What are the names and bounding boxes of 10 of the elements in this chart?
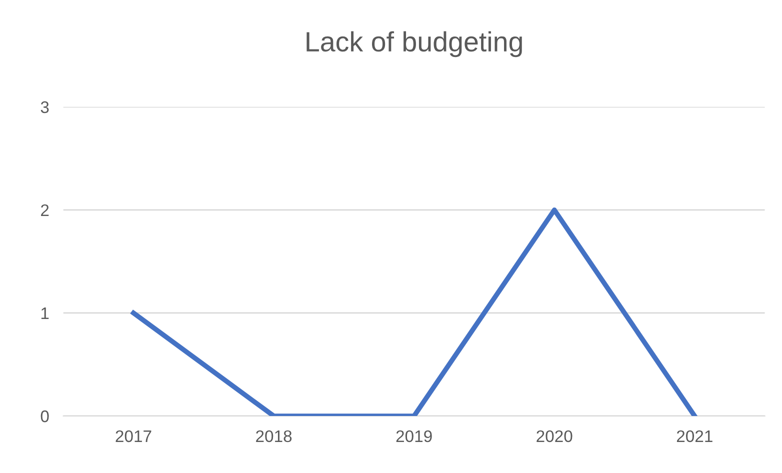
x-tick-label: 2021 — [676, 430, 712, 442]
y-tick-label: 0 — [40, 410, 49, 422]
x-tick-label: 2017 — [116, 430, 152, 442]
x-tick-label: 2019 — [396, 430, 432, 442]
y-tick-label: 2 — [41, 204, 49, 216]
y-tick-label: 1 — [41, 308, 49, 320]
y-tick-label: 3 — [40, 101, 49, 114]
x-tick-label: 2020 — [536, 430, 572, 442]
chart-title: Lack of budgeting — [306, 31, 522, 58]
x-tick-label: 2018 — [256, 430, 292, 442]
